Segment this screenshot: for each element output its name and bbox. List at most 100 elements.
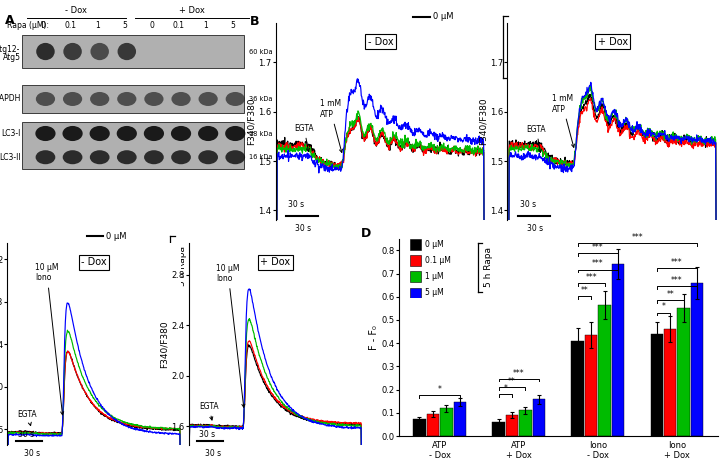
- Text: 30 s: 30 s: [528, 224, 544, 233]
- Ellipse shape: [90, 92, 109, 106]
- Bar: [650, 334, 663, 436]
- Text: A: A: [5, 14, 14, 27]
- Bar: [519, 410, 531, 436]
- Text: 0.1 μM: 0.1 μM: [425, 256, 450, 265]
- Ellipse shape: [198, 126, 218, 141]
- Text: 1: 1: [95, 21, 99, 30]
- Text: ***: ***: [585, 273, 597, 282]
- Y-axis label: F - F₀: F - F₀: [368, 325, 378, 350]
- Text: 0.1 μM: 0.1 μM: [106, 252, 134, 261]
- Bar: [427, 414, 439, 436]
- Text: ***: ***: [631, 233, 643, 242]
- Text: ***: ***: [513, 369, 524, 378]
- Bar: [440, 408, 452, 436]
- Ellipse shape: [90, 126, 109, 141]
- Bar: [691, 283, 703, 436]
- Ellipse shape: [144, 92, 164, 106]
- Text: EGTA: EGTA: [199, 402, 218, 420]
- Text: 30 s: 30 s: [296, 224, 312, 233]
- Text: 5 μM: 5 μM: [425, 288, 443, 297]
- Bar: [533, 399, 545, 436]
- Text: + Dox: + Dox: [260, 257, 291, 268]
- Text: **: **: [666, 290, 674, 299]
- Text: - Dox: - Dox: [65, 6, 87, 16]
- Bar: [410, 271, 420, 282]
- Text: 0 μM: 0 μM: [106, 232, 126, 241]
- Text: 30 s: 30 s: [205, 449, 221, 458]
- Text: 60 kDa: 60 kDa: [249, 49, 273, 55]
- Y-axis label: F340/F380: F340/F380: [247, 98, 255, 146]
- Ellipse shape: [62, 126, 83, 141]
- Text: EGTA: EGTA: [294, 123, 314, 151]
- Text: Rapa (μM):: Rapa (μM):: [7, 21, 49, 30]
- Y-axis label: F340/F380: F340/F380: [160, 320, 168, 368]
- Text: **: **: [581, 286, 588, 295]
- Text: 5 μM: 5 μM: [106, 292, 126, 301]
- Text: Atg12-: Atg12-: [0, 45, 21, 54]
- Text: 1: 1: [203, 21, 208, 30]
- Bar: [677, 308, 689, 436]
- Ellipse shape: [36, 150, 55, 164]
- Text: 5 h Rapa: 5 h Rapa: [484, 247, 493, 287]
- Text: 16 kDa: 16 kDa: [249, 154, 273, 160]
- Ellipse shape: [171, 150, 191, 164]
- Text: 1 mM
ATP: 1 mM ATP: [320, 99, 342, 152]
- Text: D: D: [360, 227, 370, 240]
- Text: *: *: [503, 384, 508, 392]
- Text: LC3-II: LC3-II: [0, 153, 21, 162]
- Ellipse shape: [63, 43, 82, 60]
- Y-axis label: F340/F380: F340/F380: [478, 98, 487, 146]
- Text: 36 kDa: 36 kDa: [249, 96, 273, 102]
- Text: 5 μM: 5 μM: [434, 73, 454, 82]
- Text: 18 kDa: 18 kDa: [249, 130, 273, 136]
- Text: 0 μM: 0 μM: [425, 240, 443, 249]
- Bar: [571, 341, 584, 436]
- Text: 10 μM
Iono: 10 μM Iono: [216, 264, 245, 407]
- Ellipse shape: [63, 150, 83, 164]
- Text: 5: 5: [122, 21, 127, 30]
- Ellipse shape: [225, 150, 245, 164]
- Text: 0.1: 0.1: [173, 21, 185, 30]
- Text: ***: ***: [592, 243, 604, 252]
- Ellipse shape: [225, 92, 245, 106]
- Text: **: **: [508, 377, 516, 386]
- Text: + Dox: + Dox: [597, 37, 628, 47]
- Text: - Dox: - Dox: [368, 37, 394, 47]
- Text: 30 s: 30 s: [199, 430, 215, 439]
- Ellipse shape: [63, 92, 82, 106]
- Text: *: *: [661, 302, 666, 311]
- Bar: [410, 255, 420, 266]
- Bar: [598, 305, 610, 436]
- Bar: [585, 335, 597, 436]
- Bar: [410, 239, 420, 250]
- Text: ***: ***: [671, 258, 683, 267]
- Ellipse shape: [144, 126, 164, 141]
- Text: 30 s: 30 s: [520, 200, 536, 208]
- Text: ***: ***: [671, 276, 683, 285]
- Text: 0 μM: 0 μM: [434, 12, 454, 21]
- Ellipse shape: [117, 92, 136, 106]
- Ellipse shape: [36, 92, 55, 106]
- Text: B: B: [250, 15, 260, 28]
- Text: EGTA: EGTA: [526, 124, 546, 152]
- Bar: [664, 329, 676, 436]
- Ellipse shape: [199, 150, 218, 164]
- Ellipse shape: [171, 126, 191, 141]
- Text: + Dox: + Dox: [179, 6, 205, 16]
- Ellipse shape: [225, 126, 245, 141]
- Ellipse shape: [36, 126, 56, 141]
- Text: 0.1: 0.1: [64, 21, 76, 30]
- Bar: [410, 287, 420, 298]
- Bar: [22, 85, 244, 113]
- Text: 10 μM
Iono: 10 μM Iono: [35, 263, 64, 415]
- Bar: [612, 264, 624, 436]
- Ellipse shape: [117, 150, 137, 164]
- Text: Atg5: Atg5: [3, 54, 21, 62]
- Bar: [506, 415, 518, 436]
- Ellipse shape: [144, 150, 164, 164]
- Ellipse shape: [91, 43, 109, 60]
- Text: 0: 0: [149, 21, 154, 30]
- Text: 30 s: 30 s: [17, 430, 34, 439]
- Bar: [22, 122, 244, 169]
- Text: 5 h Rapa: 5 h Rapa: [510, 27, 519, 67]
